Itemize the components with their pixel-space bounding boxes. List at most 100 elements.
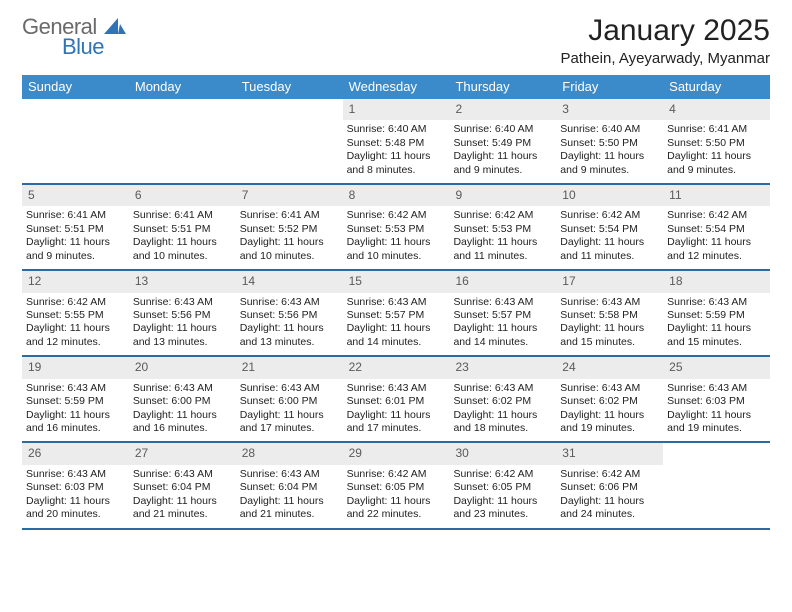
sunrise-text: Sunrise: 6:43 AM	[26, 468, 125, 481]
sunset-text: Sunset: 6:05 PM	[347, 481, 446, 494]
daylight-text: Daylight: 11 hours and 10 minutes.	[347, 236, 446, 263]
daylight-text: Daylight: 11 hours and 22 minutes.	[347, 495, 446, 522]
sunset-text: Sunset: 5:48 PM	[347, 137, 446, 150]
day-number: 21	[236, 357, 343, 378]
sunrise-text: Sunrise: 6:41 AM	[667, 123, 766, 136]
daylight-text: Daylight: 11 hours and 10 minutes.	[240, 236, 339, 263]
calendar-cell: 14 Sunrise: 6:43 AMSunset: 5:56 PMDayligh…	[236, 271, 343, 355]
day-number: 14	[236, 271, 343, 292]
day-of-week-cell: Tuesday	[236, 75, 343, 99]
sunset-text: Sunset: 6:06 PM	[560, 481, 659, 494]
daylight-text: Daylight: 11 hours and 17 minutes.	[347, 409, 446, 436]
day-number: 6	[129, 185, 236, 206]
calendar-cell: 23Sunrise: 6:43 AMSunset: 6:02 PMDayligh…	[449, 357, 556, 441]
sunset-text: Sunset: 5:50 PM	[667, 137, 766, 150]
sunrise-text: Sunrise: 6:41 AM	[26, 209, 125, 222]
day-number: 1	[343, 99, 450, 120]
daylight-text: Daylight: 11 hours and 24 minutes.	[560, 495, 659, 522]
calendar-cell: 10Sunrise: 6:42 AMSunset: 5:54 PMDayligh…	[556, 185, 663, 269]
sunset-text: Sunset: 6:05 PM	[453, 481, 552, 494]
daylight-text: Daylight: 11 hours and 23 minutes.	[453, 495, 552, 522]
daylight-text: Daylight: 11 hours and 8 minutes.	[347, 150, 446, 177]
calendar-cell: 13Sunrise: 6:43 AMSunset: 5:56 PMDayligh…	[129, 271, 236, 355]
calendar-week-row: 19Sunrise: 6:43 AMSunset: 5:59 PMDayligh…	[22, 357, 770, 443]
sunrise-text: Sunrise: 6:43 AM	[240, 468, 339, 481]
sunset-text: Sunset: 5:49 PM	[453, 137, 552, 150]
daylight-text: Daylight: 11 hours and 10 minutes.	[133, 236, 232, 263]
sunset-text: Sunset: 5:58 PM	[560, 309, 659, 322]
day-number: 8	[343, 185, 450, 206]
calendar-cell: 20Sunrise: 6:43 AMSunset: 6:00 PMDayligh…	[129, 357, 236, 441]
day-number: 20	[129, 357, 236, 378]
calendar-cell: 17Sunrise: 6:43 AMSunset: 5:58 PMDayligh…	[556, 271, 663, 355]
sunset-text: Sunset: 5:55 PM	[26, 309, 125, 322]
day-number: 27	[129, 443, 236, 464]
day-of-week-header: SundayMondayTuesdayWednesdayThursdayFrid…	[22, 75, 770, 99]
sunset-text: Sunset: 5:53 PM	[453, 223, 552, 236]
sunrise-text: Sunrise: 6:43 AM	[560, 296, 659, 309]
sunrise-text: Sunrise: 6:42 AM	[453, 209, 552, 222]
sunrise-text: Sunrise: 6:43 AM	[26, 382, 125, 395]
daylight-text: Daylight: 11 hours and 13 minutes.	[240, 322, 339, 349]
sunrise-text: Sunrise: 6:41 AM	[240, 209, 339, 222]
day-number: 18	[663, 271, 770, 292]
daylight-text: Daylight: 11 hours and 19 minutes.	[560, 409, 659, 436]
sunrise-text: Sunrise: 6:42 AM	[667, 209, 766, 222]
daylight-text: Daylight: 11 hours and 12 minutes.	[667, 236, 766, 263]
daylight-text: Daylight: 11 hours and 21 minutes.	[240, 495, 339, 522]
sunrise-text: Sunrise: 6:43 AM	[133, 468, 232, 481]
day-number: 31	[556, 443, 663, 464]
calendar-week-row: 26Sunrise: 6:43 AMSunset: 6:03 PMDayligh…	[22, 443, 770, 529]
calendar-cell: 24Sunrise: 6:43 AMSunset: 6:02 PMDayligh…	[556, 357, 663, 441]
day-number: 13	[129, 271, 236, 292]
sunrise-text: Sunrise: 6:40 AM	[347, 123, 446, 136]
day-number: 2	[449, 99, 556, 120]
calendar-grid: SundayMondayTuesdayWednesdayThursdayFrid…	[22, 75, 770, 530]
daylight-text: Daylight: 11 hours and 15 minutes.	[560, 322, 659, 349]
calendar-cell: 15Sunrise: 6:43 AMSunset: 5:57 PMDayligh…	[343, 271, 450, 355]
daylight-text: Daylight: 11 hours and 12 minutes.	[26, 322, 125, 349]
calendar-cell: 25Sunrise: 6:43 AMSunset: 6:03 PMDayligh…	[663, 357, 770, 441]
day-number: 11	[663, 185, 770, 206]
daylight-text: Daylight: 11 hours and 9 minutes.	[453, 150, 552, 177]
day-number: 3	[556, 99, 663, 120]
daylight-text: Daylight: 11 hours and 16 minutes.	[133, 409, 232, 436]
sunset-text: Sunset: 6:02 PM	[560, 395, 659, 408]
day-number: 25	[663, 357, 770, 378]
calendar-cell: 2Sunrise: 6:40 AMSunset: 5:49 PMDaylight…	[449, 99, 556, 183]
calendar-cell: 19Sunrise: 6:43 AMSunset: 5:59 PMDayligh…	[22, 357, 129, 441]
day-number: 28	[236, 443, 343, 464]
day-of-week-cell: Friday	[556, 75, 663, 99]
sunrise-text: Sunrise: 6:43 AM	[453, 382, 552, 395]
sunset-text: Sunset: 6:03 PM	[667, 395, 766, 408]
calendar-cell: 8Sunrise: 6:42 AMSunset: 5:53 PMDaylight…	[343, 185, 450, 269]
daylight-text: Daylight: 11 hours and 9 minutes.	[667, 150, 766, 177]
daylight-text: Daylight: 11 hours and 14 minutes.	[453, 322, 552, 349]
sunrise-text: Sunrise: 6:43 AM	[240, 296, 339, 309]
day-number: 29	[343, 443, 450, 464]
day-number: 10	[556, 185, 663, 206]
sunset-text: Sunset: 5:56 PM	[240, 309, 339, 322]
sunset-text: Sunset: 6:04 PM	[133, 481, 232, 494]
calendar-cell: 11Sunrise: 6:42 AMSunset: 5:54 PMDayligh…	[663, 185, 770, 269]
sunrise-text: Sunrise: 6:43 AM	[453, 296, 552, 309]
calendar-cell: 27Sunrise: 6:43 AMSunset: 6:04 PMDayligh…	[129, 443, 236, 527]
day-number: 23	[449, 357, 556, 378]
day-number: 26	[22, 443, 129, 464]
calendar-cell: 29Sunrise: 6:42 AMSunset: 6:05 PMDayligh…	[343, 443, 450, 527]
day-of-week-cell: Saturday	[663, 75, 770, 99]
day-of-week-cell: Wednesday	[343, 75, 450, 99]
day-number: 30	[449, 443, 556, 464]
sunset-text: Sunset: 5:57 PM	[453, 309, 552, 322]
sunrise-text: Sunrise: 6:42 AM	[26, 296, 125, 309]
sunset-text: Sunset: 6:00 PM	[240, 395, 339, 408]
calendar-cell: 9Sunrise: 6:42 AMSunset: 5:53 PMDaylight…	[449, 185, 556, 269]
daylight-text: Daylight: 11 hours and 18 minutes.	[453, 409, 552, 436]
sunset-text: Sunset: 5:54 PM	[560, 223, 659, 236]
day-number: 16	[449, 271, 556, 292]
daylight-text: Daylight: 11 hours and 14 minutes.	[347, 322, 446, 349]
sunset-text: Sunset: 5:59 PM	[26, 395, 125, 408]
sunrise-text: Sunrise: 6:43 AM	[347, 382, 446, 395]
daylight-text: Daylight: 11 hours and 16 minutes.	[26, 409, 125, 436]
sunrise-text: Sunrise: 6:41 AM	[133, 209, 232, 222]
